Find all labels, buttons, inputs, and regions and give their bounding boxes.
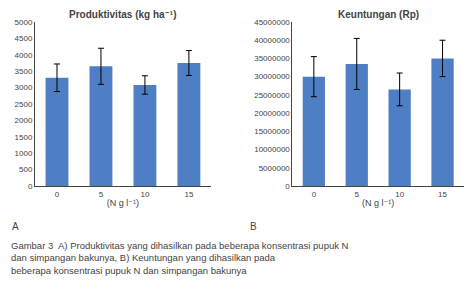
- svg-text:25000000: 25000000: [254, 91, 290, 100]
- svg-text:0: 0: [28, 182, 33, 191]
- svg-text:10000000: 10000000: [254, 145, 290, 154]
- svg-text:(N g l⁻¹): (N g l⁻¹): [107, 198, 139, 208]
- svg-text:500: 500: [19, 165, 33, 174]
- svg-text:0: 0: [285, 182, 290, 191]
- svg-text:15000000: 15000000: [254, 127, 290, 136]
- svg-text:15: 15: [184, 190, 193, 199]
- svg-text:3500: 3500: [15, 67, 33, 76]
- svg-text:4000: 4000: [15, 51, 33, 60]
- svg-text:40000000: 40000000: [254, 36, 290, 45]
- svg-text:5: 5: [355, 190, 360, 199]
- svg-text:Produktivitas (kg ha⁻¹): Produktivitas (kg ha⁻¹): [69, 9, 177, 20]
- svg-text:15: 15: [438, 190, 447, 199]
- svg-text:1000: 1000: [15, 149, 33, 158]
- svg-text:5000000: 5000000: [259, 164, 291, 173]
- svg-text:2000: 2000: [15, 116, 33, 125]
- svg-text:(N g l⁻¹): (N g l⁻¹): [362, 198, 394, 208]
- svg-text:45000000: 45000000: [254, 18, 290, 27]
- svg-text:2500: 2500: [15, 100, 33, 109]
- svg-text:1500: 1500: [15, 133, 33, 142]
- svg-text:30000000: 30000000: [254, 72, 290, 81]
- svg-text:0: 0: [55, 190, 60, 199]
- svg-text:3000: 3000: [15, 83, 33, 92]
- svg-text:4500: 4500: [15, 34, 33, 43]
- svg-text:Keuntungan (Rp): Keuntungan (Rp): [338, 9, 419, 20]
- svg-text:B: B: [250, 221, 257, 232]
- svg-text:20000000: 20000000: [254, 109, 290, 118]
- svg-text:10: 10: [395, 190, 404, 199]
- svg-text:0: 0: [312, 190, 317, 199]
- svg-text:Gambar 3 A) Produktivitas yan: Gambar 3 A) Produktivitas yang dihasilka…: [11, 240, 349, 276]
- svg-text:10: 10: [140, 190, 149, 199]
- svg-text:5000: 5000: [15, 18, 33, 27]
- svg-text:A: A: [12, 221, 19, 232]
- svg-text:35000000: 35000000: [254, 54, 290, 63]
- svg-text:5: 5: [99, 190, 104, 199]
